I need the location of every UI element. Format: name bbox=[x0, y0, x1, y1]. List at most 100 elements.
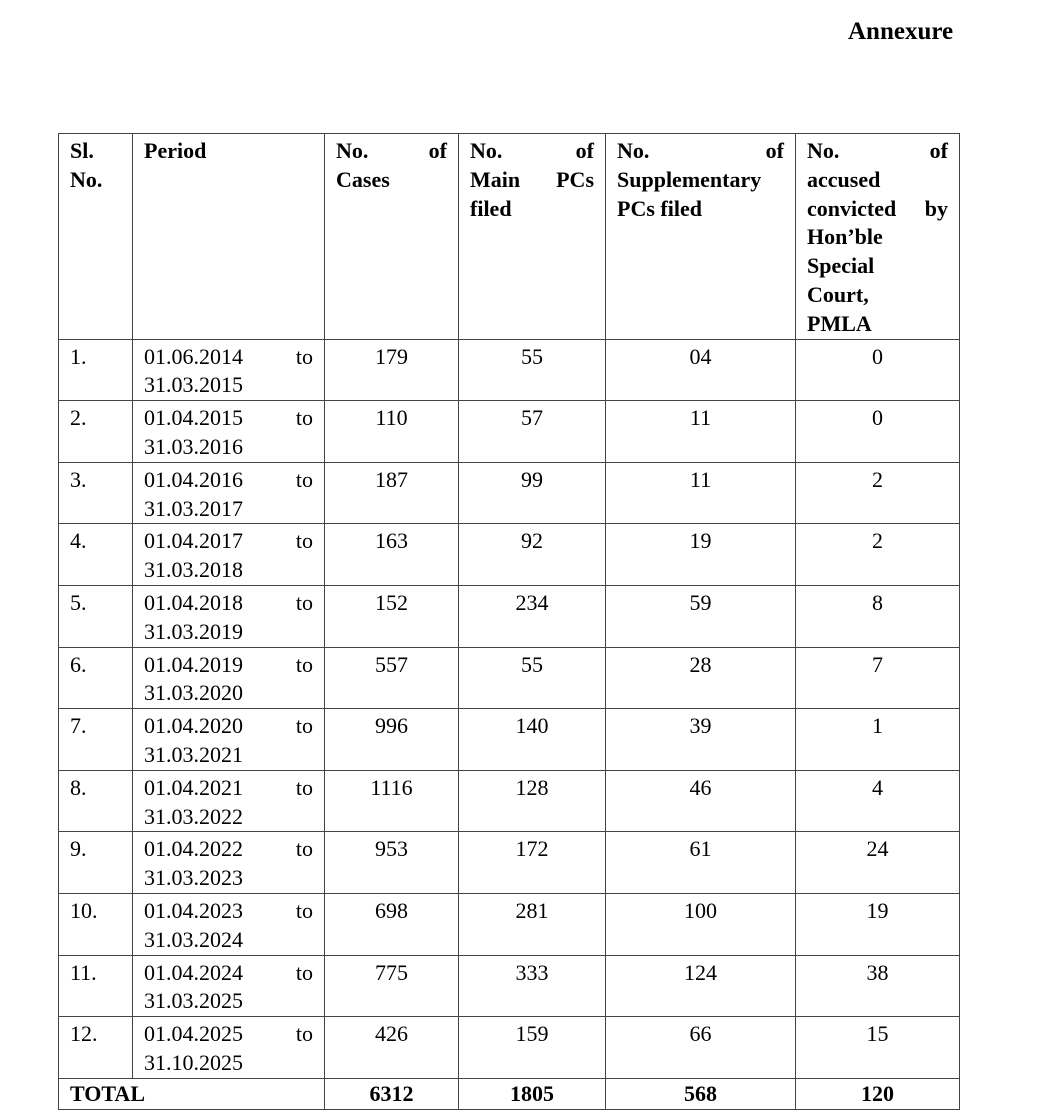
total-supp-pcs: 568 bbox=[605, 1077, 796, 1110]
header-convicted: No. of accused convicted by Hon’ble Special C… bbox=[795, 133, 960, 340]
period-to: 31.03.2023 bbox=[144, 865, 243, 891]
total-main-pcs: 1805 bbox=[458, 1077, 606, 1110]
main-pcs-cell: 140 bbox=[458, 708, 606, 771]
page-title: Annexure bbox=[848, 18, 954, 45]
period-cell: 01.04.2025 to 31.10.2025 bbox=[132, 1016, 325, 1079]
period-to: 31.03.2021 bbox=[144, 741, 243, 767]
period-from: 01.04.2024 bbox=[144, 959, 243, 985]
header-row: Sl. No. Period No. of Cases No. of Main PCs fil… bbox=[58, 133, 960, 340]
convicted-cell: 4 bbox=[795, 769, 960, 833]
sl-no-cell: 1. bbox=[58, 338, 133, 402]
period-from: 01.04.2021 bbox=[144, 774, 243, 800]
period-to: 31.03.2025 bbox=[144, 988, 243, 1014]
main-pcs-cell: 159 bbox=[458, 1016, 606, 1079]
supp-pcs-cell: 28 bbox=[605, 646, 796, 710]
period-cell: 01.04.2015 to 31.03.2016 bbox=[132, 400, 325, 463]
header-period: Period bbox=[132, 133, 325, 340]
main-pcs-cell: 234 bbox=[458, 584, 606, 648]
cases-cell: 187 bbox=[324, 461, 459, 525]
period-to: 31.03.2016 bbox=[144, 433, 243, 459]
header-line: convicted by bbox=[807, 195, 948, 221]
supp-pcs-cell: 124 bbox=[605, 954, 796, 1018]
supp-pcs-cell: 59 bbox=[605, 584, 796, 648]
cases-cell: 426 bbox=[324, 1016, 459, 1079]
sl-no-cell: 9. bbox=[58, 831, 133, 894]
period-from: 01.04.2016 bbox=[144, 466, 243, 492]
period-cell: 01.04.2017 to 31.03.2018 bbox=[132, 523, 325, 586]
table-row: 2. 01.04.2015 to 31.03.2016 110 57 11 0 bbox=[58, 400, 960, 463]
table-row: 8. 01.04.2021 to 31.03.2022 1116 128 46 4 bbox=[58, 769, 960, 833]
convicted-cell: 0 bbox=[795, 400, 960, 463]
sl-no-cell: 11. bbox=[58, 954, 133, 1018]
cases-cell: 152 bbox=[324, 584, 459, 648]
period-to-word: to bbox=[295, 528, 313, 554]
main-pcs-cell: 92 bbox=[458, 523, 606, 586]
sl-no-cell: 4. bbox=[58, 523, 133, 586]
convicted-cell: 15 bbox=[795, 1016, 960, 1079]
main-pcs-cell: 281 bbox=[458, 892, 606, 956]
sl-no-cell: 6. bbox=[58, 646, 133, 710]
period-to: 31.03.2017 bbox=[144, 495, 243, 521]
period-from: 01.04.2018 bbox=[144, 589, 243, 615]
period-to: 31.03.2015 bbox=[144, 372, 243, 398]
period-to-word: to bbox=[295, 466, 313, 492]
cases-cell: 1116 bbox=[324, 769, 459, 833]
main-pcs-cell: 55 bbox=[458, 646, 606, 710]
period-from: 01.04.2023 bbox=[144, 897, 243, 923]
period-from: 01.04.2025 bbox=[144, 1021, 243, 1047]
period-to: 31.03.2018 bbox=[144, 557, 243, 583]
period-cell: 01.04.2024 to 31.03.2025 bbox=[132, 954, 325, 1018]
header-line: No. of bbox=[336, 138, 447, 163]
cases-cell: 775 bbox=[324, 954, 459, 1018]
main-pcs-cell: 57 bbox=[458, 400, 606, 463]
period-cell: 01.06.2014 to 31.03.2015 bbox=[132, 338, 325, 402]
main-pcs-cell: 55 bbox=[458, 338, 606, 402]
period-to: 31.03.2019 bbox=[144, 618, 243, 644]
sl-no-cell: 5. bbox=[58, 584, 133, 648]
main-pcs-cell: 172 bbox=[458, 831, 606, 894]
period-to: 31.03.2020 bbox=[144, 680, 243, 706]
header-line: Hon’ble bbox=[807, 224, 883, 250]
cases-cell: 110 bbox=[324, 400, 459, 463]
table-row: 11. 01.04.2024 to 31.03.2025 775 333 124 38 bbox=[58, 954, 960, 1018]
header-main-pcs: No. of Main PCs filed bbox=[458, 133, 606, 340]
header-line: No. of bbox=[470, 138, 594, 163]
supp-pcs-cell: 11 bbox=[605, 400, 796, 463]
supp-pcs-cell: 100 bbox=[605, 892, 796, 956]
cases-cell: 163 bbox=[324, 523, 459, 586]
supp-pcs-cell: 11 bbox=[605, 461, 796, 525]
period-cell: 01.04.2016 to 31.03.2017 bbox=[132, 461, 325, 525]
header-sl-no: Sl. No. bbox=[58, 133, 133, 340]
header-line: filed bbox=[470, 195, 512, 221]
supp-pcs-cell: 19 bbox=[605, 523, 796, 586]
sl-no-cell: 8. bbox=[58, 769, 133, 833]
convicted-cell: 0 bbox=[795, 338, 960, 402]
period-to-word: to bbox=[295, 959, 313, 985]
sl-no-cell: 10. bbox=[58, 892, 133, 956]
period-to-word: to bbox=[295, 343, 313, 369]
convicted-cell: 2 bbox=[795, 461, 960, 525]
period-from: 01.06.2014 bbox=[144, 343, 243, 369]
period-cell: 01.04.2022 to 31.03.2023 bbox=[132, 831, 325, 894]
sl-no-cell: 2. bbox=[58, 400, 133, 463]
convicted-cell: 8 bbox=[795, 584, 960, 648]
cases-cell: 953 bbox=[324, 831, 459, 894]
convicted-cell: 2 bbox=[795, 523, 960, 586]
table-row: 3. 01.04.2016 to 31.03.2017 187 99 11 2 bbox=[58, 461, 960, 525]
header-line: Cases bbox=[336, 166, 390, 192]
period-from: 01.04.2017 bbox=[144, 528, 243, 554]
period-from: 01.04.2015 bbox=[144, 405, 243, 431]
table-row: 12. 01.04.2025 to 31.10.2025 426 159 66 15 bbox=[58, 1016, 960, 1079]
supp-pcs-cell: 39 bbox=[605, 708, 796, 771]
header-line: No. of bbox=[617, 138, 784, 163]
convicted-cell: 38 bbox=[795, 954, 960, 1018]
main-pcs-cell: 128 bbox=[458, 769, 606, 833]
convicted-cell: 19 bbox=[795, 892, 960, 956]
period-cell: 01.04.2023 to 31.03.2024 bbox=[132, 892, 325, 956]
supp-pcs-cell: 66 bbox=[605, 1016, 796, 1079]
header-line: Main PCs bbox=[470, 166, 594, 192]
cases-cell: 557 bbox=[324, 646, 459, 710]
table-row: 10. 01.04.2023 to 31.03.2024 698 281 100 19 bbox=[58, 892, 960, 956]
cases-cell: 698 bbox=[324, 892, 459, 956]
total-convicted: 120 bbox=[795, 1077, 960, 1110]
